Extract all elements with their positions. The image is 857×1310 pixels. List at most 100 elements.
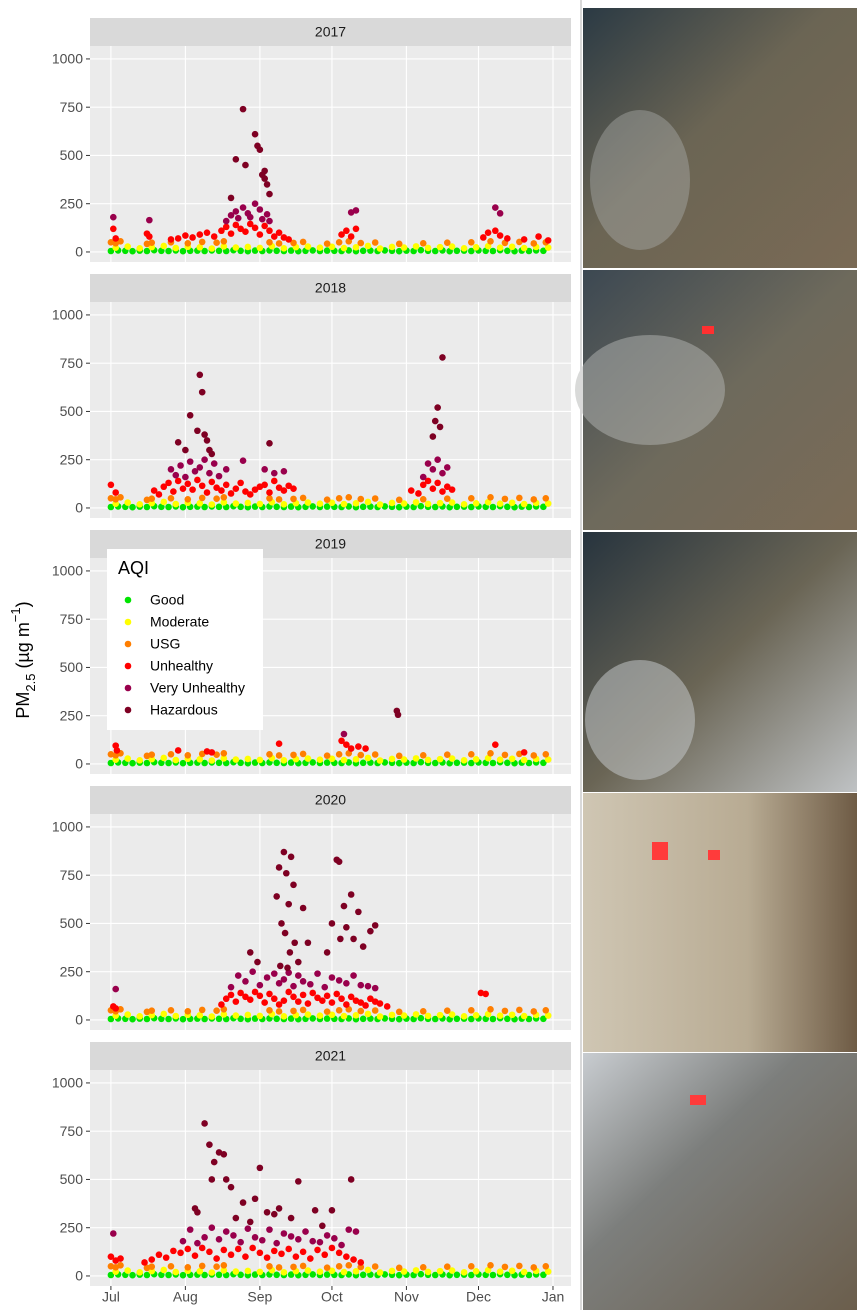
point — [167, 1263, 175, 1270]
point — [352, 225, 360, 233]
point — [496, 1268, 504, 1276]
point — [501, 1263, 509, 1271]
point — [143, 1271, 151, 1279]
point — [249, 1244, 256, 1252]
point — [287, 247, 295, 254]
point — [443, 1263, 451, 1270]
point — [364, 242, 372, 250]
point — [309, 247, 317, 254]
point — [388, 1267, 396, 1275]
point — [359, 1015, 367, 1023]
point — [206, 469, 213, 477]
point — [208, 1176, 216, 1183]
point — [304, 755, 312, 762]
point — [184, 239, 192, 247]
y-tick-label: 500 — [60, 403, 84, 419]
point — [359, 503, 367, 511]
y-tick-label: 0 — [75, 500, 83, 516]
point — [186, 458, 194, 465]
point — [107, 1015, 115, 1023]
point — [275, 740, 283, 747]
strip-title: 2020 — [315, 792, 346, 808]
x-tick-label: Sep — [247, 1289, 272, 1305]
point — [244, 1011, 252, 1019]
point — [213, 1263, 220, 1270]
point — [335, 858, 343, 865]
point — [520, 244, 528, 252]
point — [280, 1012, 288, 1020]
point — [218, 227, 225, 235]
point — [362, 1002, 369, 1009]
point — [208, 478, 216, 486]
point — [174, 439, 182, 446]
point — [453, 1015, 461, 1023]
point — [307, 1255, 314, 1262]
point — [162, 1254, 170, 1261]
point — [314, 970, 321, 977]
point — [371, 1007, 379, 1014]
point — [357, 1263, 365, 1271]
point — [256, 1268, 264, 1276]
point — [182, 232, 189, 239]
point — [460, 1012, 468, 1020]
point — [143, 759, 151, 767]
point — [275, 484, 283, 491]
point — [196, 231, 204, 238]
point — [244, 755, 252, 763]
point — [179, 247, 187, 255]
point — [266, 489, 273, 496]
point — [299, 904, 307, 912]
point — [448, 243, 456, 250]
point — [160, 498, 168, 506]
point — [107, 1253, 115, 1260]
point — [362, 745, 369, 752]
point — [328, 1244, 336, 1252]
point — [400, 756, 408, 763]
point — [530, 1264, 538, 1271]
point — [520, 756, 528, 764]
point — [201, 1234, 208, 1241]
point — [201, 1120, 208, 1127]
y-tick-label: 1000 — [52, 563, 83, 579]
point — [222, 217, 230, 225]
point — [237, 759, 244, 767]
point — [208, 501, 216, 508]
point — [208, 450, 216, 458]
panel: 2021 0 250 500 750 1000 Jul Aug Sep Oct Nov Dec Jan — [52, 1042, 571, 1305]
point — [215, 1235, 223, 1243]
point — [160, 483, 168, 491]
point — [304, 1267, 312, 1274]
point — [237, 1238, 244, 1246]
point — [429, 433, 437, 440]
point — [196, 756, 204, 763]
point — [227, 490, 235, 497]
point — [299, 238, 307, 246]
point — [232, 1012, 240, 1019]
y-tick-label: 750 — [60, 99, 84, 115]
legend-box — [107, 549, 263, 730]
point — [345, 1226, 353, 1233]
point — [295, 972, 302, 979]
point — [256, 244, 264, 252]
y-label-end: ) — [13, 601, 33, 607]
point — [280, 244, 288, 252]
point — [165, 479, 172, 487]
point — [376, 245, 384, 252]
point — [364, 1010, 372, 1018]
point — [504, 235, 511, 242]
point — [352, 500, 360, 507]
point — [273, 503, 280, 511]
point — [412, 1267, 420, 1274]
point — [160, 242, 168, 250]
point — [340, 500, 348, 508]
point — [431, 417, 439, 425]
point — [256, 981, 264, 989]
point — [335, 1007, 343, 1014]
panel: 2020 0 250 500 750 1000 — [52, 786, 571, 1030]
point — [335, 495, 343, 502]
point — [112, 1005, 120, 1012]
point — [160, 754, 168, 762]
point — [542, 751, 550, 758]
point — [143, 247, 151, 255]
point — [179, 1271, 187, 1279]
